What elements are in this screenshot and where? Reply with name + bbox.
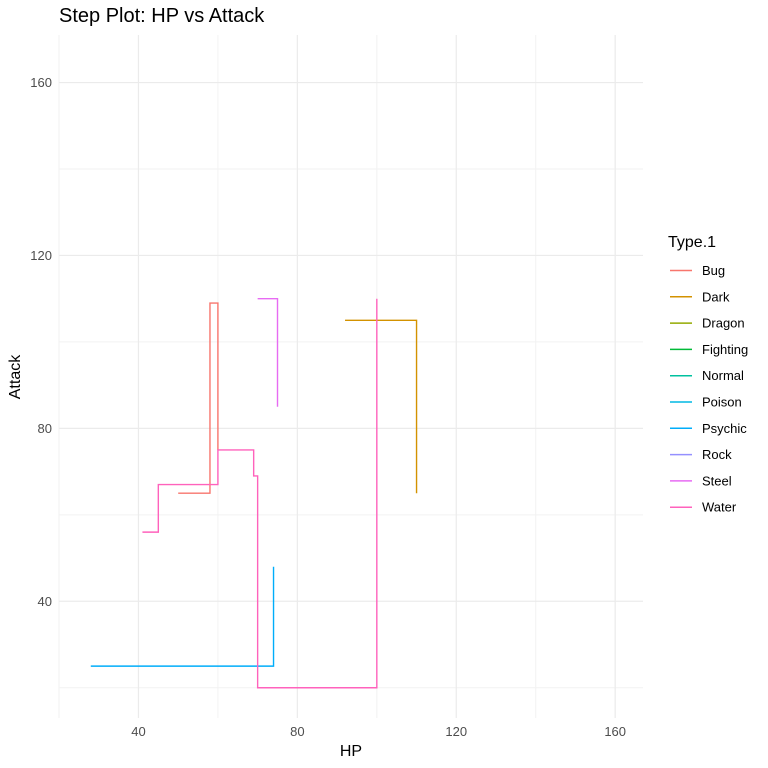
grid [58, 35, 643, 718]
legend-label-normal: Normal [702, 368, 744, 383]
legend-label-poison: Poison [702, 395, 742, 410]
series-line-water [142, 298, 378, 689]
tick-labels: 40 80 120 160 40 80 120 160 [30, 75, 626, 739]
x-axis-title: HP [340, 743, 362, 760]
y-tick-label: 160 [30, 75, 52, 90]
series-line-steel [257, 297, 279, 407]
chart-title: Step Plot: HP vs Attack [59, 5, 265, 27]
x-tick-label: 80 [290, 724, 304, 739]
legend-label-water: Water [702, 500, 737, 515]
series-line-bug [178, 302, 219, 494]
x-tick-label: 160 [604, 724, 626, 739]
y-tick-label: 40 [38, 594, 52, 609]
legend-label-steel: Steel [702, 473, 732, 488]
legend-label-fighting: Fighting [702, 342, 748, 357]
x-tick-label: 120 [445, 724, 467, 739]
y-tick-label: 80 [38, 421, 52, 436]
series-lines [90, 297, 418, 689]
x-tick-label: 40 [131, 724, 145, 739]
series-line-dark [345, 319, 418, 494]
y-axis-title: Attack [7, 354, 24, 399]
legend-label-rock: Rock [702, 447, 732, 462]
legend-label-dragon: Dragon [702, 316, 745, 331]
series-line-psychic [90, 566, 275, 667]
legend: Type.1 Bug Dark Dragon Fighting Normal Poison… [668, 234, 748, 515]
legend-label-dark: Dark [702, 289, 730, 304]
legend-title: Type.1 [668, 234, 716, 251]
y-tick-label: 120 [30, 248, 52, 263]
legend-label-bug: Bug [702, 263, 725, 278]
legend-label-psychic: Psychic [702, 421, 747, 436]
